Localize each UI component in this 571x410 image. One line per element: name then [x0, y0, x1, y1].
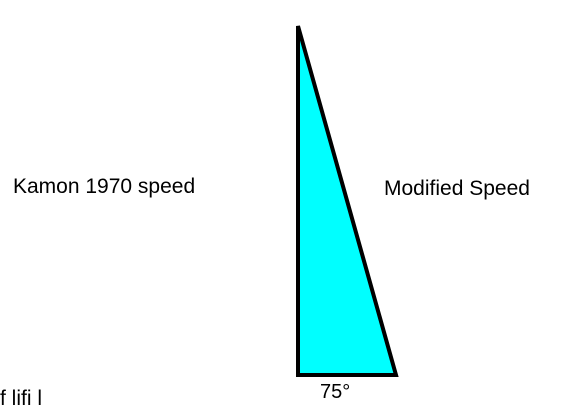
cut-off-text: f lifi l — [0, 387, 42, 410]
angle-label: 75° — [320, 381, 351, 403]
right-triangle — [296, 25, 399, 377]
kamon-speed-label: Kamon 1970 speed — [13, 175, 196, 198]
modified-speed-label: Modified Speed — [384, 177, 530, 200]
